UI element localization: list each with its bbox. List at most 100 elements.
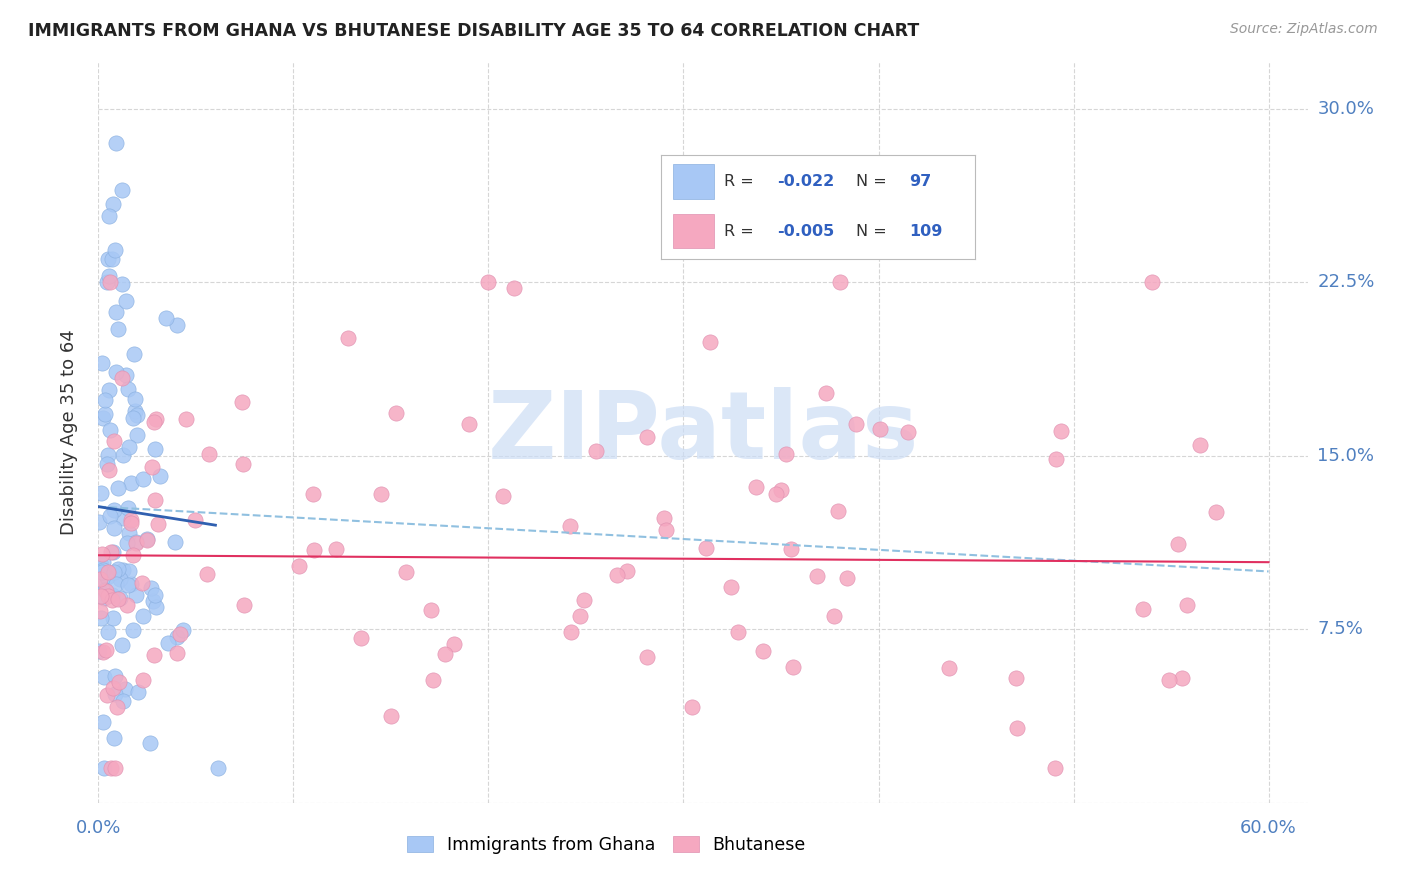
Point bbox=[121, 410, 143, 425]
Point bbox=[1132, 602, 1154, 616]
Point bbox=[166, 630, 188, 644]
Y-axis label: Disability Age 35 to 64: Disability Age 35 to 64 bbox=[59, 330, 77, 535]
Point bbox=[101, 588, 124, 602]
Point bbox=[103, 566, 125, 580]
Point bbox=[112, 693, 135, 707]
Point bbox=[90, 565, 112, 579]
Point bbox=[422, 673, 444, 688]
Point bbox=[720, 580, 742, 594]
Point bbox=[127, 408, 149, 422]
Point bbox=[121, 623, 143, 637]
Point bbox=[765, 487, 787, 501]
Point bbox=[304, 543, 326, 558]
Point bbox=[585, 443, 607, 458]
Point bbox=[97, 565, 120, 579]
Point bbox=[1043, 761, 1066, 775]
Point bbox=[727, 625, 749, 640]
Point bbox=[108, 572, 131, 586]
Point bbox=[96, 570, 118, 584]
Point bbox=[652, 510, 675, 524]
Point bbox=[157, 635, 180, 649]
Point bbox=[91, 411, 114, 425]
Point bbox=[124, 404, 146, 418]
Point bbox=[337, 331, 360, 345]
Point bbox=[149, 469, 172, 483]
Point bbox=[118, 440, 141, 454]
Point bbox=[105, 699, 128, 714]
Point bbox=[97, 269, 120, 284]
Point bbox=[110, 591, 132, 606]
Point bbox=[103, 611, 125, 625]
Point bbox=[166, 318, 188, 333]
Point bbox=[127, 684, 149, 698]
Point bbox=[1005, 721, 1028, 735]
Point bbox=[350, 631, 373, 645]
Point bbox=[101, 252, 124, 266]
Point bbox=[145, 600, 167, 615]
Point bbox=[101, 593, 124, 607]
Point bbox=[1171, 671, 1194, 685]
Point bbox=[380, 708, 402, 723]
Point bbox=[477, 275, 499, 289]
Text: 7.5%: 7.5% bbox=[1317, 620, 1364, 639]
Point bbox=[93, 670, 115, 684]
Point bbox=[503, 281, 526, 295]
Point bbox=[231, 395, 253, 409]
Point bbox=[114, 681, 136, 696]
Point bbox=[141, 460, 163, 475]
Text: ZIPatlas: ZIPatlas bbox=[488, 386, 918, 479]
Point bbox=[142, 593, 165, 607]
Point bbox=[636, 649, 658, 664]
Point bbox=[96, 590, 118, 604]
Point bbox=[695, 541, 717, 555]
Point bbox=[1205, 505, 1227, 519]
Point bbox=[93, 761, 115, 775]
Point bbox=[1050, 424, 1073, 438]
Point bbox=[111, 371, 134, 385]
Point bbox=[385, 406, 408, 420]
Text: 22.5%: 22.5% bbox=[1317, 273, 1375, 291]
Point bbox=[125, 588, 148, 602]
Legend: Immigrants from Ghana, Bhutanese: Immigrants from Ghana, Bhutanese bbox=[399, 829, 813, 861]
Point bbox=[90, 589, 112, 603]
Point bbox=[139, 736, 162, 750]
Point bbox=[117, 536, 139, 550]
Point bbox=[823, 609, 845, 624]
Point bbox=[197, 567, 219, 582]
Point bbox=[636, 429, 658, 443]
Point bbox=[94, 583, 117, 598]
Point bbox=[107, 561, 129, 575]
Point bbox=[114, 293, 136, 308]
Point bbox=[131, 576, 153, 591]
Point bbox=[143, 442, 166, 457]
Point bbox=[1167, 537, 1189, 551]
Point bbox=[143, 648, 166, 662]
Point bbox=[814, 386, 837, 401]
Point bbox=[107, 675, 129, 690]
Point bbox=[1045, 452, 1067, 467]
Point bbox=[89, 560, 111, 574]
Point bbox=[751, 644, 773, 658]
Point bbox=[606, 567, 628, 582]
Point bbox=[114, 368, 136, 382]
Point bbox=[120, 576, 142, 591]
Point bbox=[89, 574, 111, 589]
Point bbox=[827, 503, 849, 517]
Point bbox=[806, 569, 828, 583]
Point bbox=[574, 593, 596, 607]
Point bbox=[97, 463, 120, 477]
Point bbox=[845, 417, 868, 431]
Point bbox=[89, 573, 111, 587]
Point bbox=[302, 486, 325, 500]
Point bbox=[107, 321, 129, 335]
Point bbox=[112, 448, 135, 462]
Point bbox=[458, 417, 481, 432]
Point bbox=[1189, 438, 1212, 452]
Point bbox=[97, 448, 120, 462]
Point bbox=[1140, 275, 1163, 289]
Text: 15.0%: 15.0% bbox=[1317, 447, 1374, 465]
Point bbox=[94, 408, 117, 422]
Point bbox=[141, 581, 163, 595]
Point bbox=[111, 183, 134, 197]
Point bbox=[569, 609, 592, 624]
